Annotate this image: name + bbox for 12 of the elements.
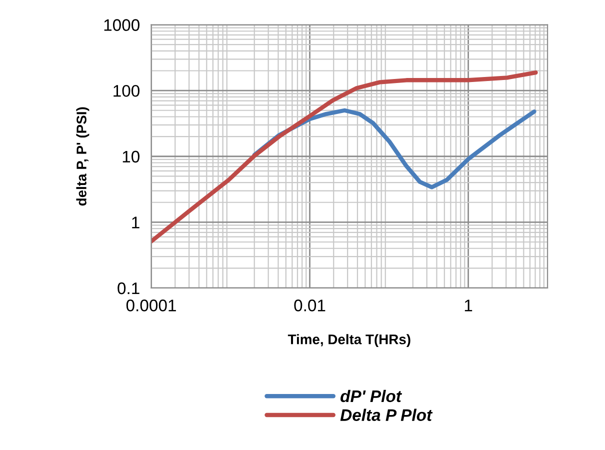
y-tick-label: 100 — [114, 84, 140, 97]
x-tick-label: 0.0001 — [126, 300, 176, 312]
x-axis-title: Time, Delta T(HRs) — [288, 334, 410, 348]
y-tick-label: 1 — [132, 216, 140, 228]
x-tick-label: 1 — [464, 300, 472, 312]
y-tick-label: 1000 — [104, 19, 140, 31]
legend-label: Delta P Plot — [340, 408, 433, 421]
legend-label: dP' Plot — [340, 390, 402, 402]
x-tick-label: 0.01 — [294, 300, 326, 312]
y-tick-label: 0.1 — [118, 282, 140, 294]
y-tick-label: 10 — [122, 150, 140, 163]
y-axis-title: delta P, P' (PSI) — [76, 107, 90, 206]
